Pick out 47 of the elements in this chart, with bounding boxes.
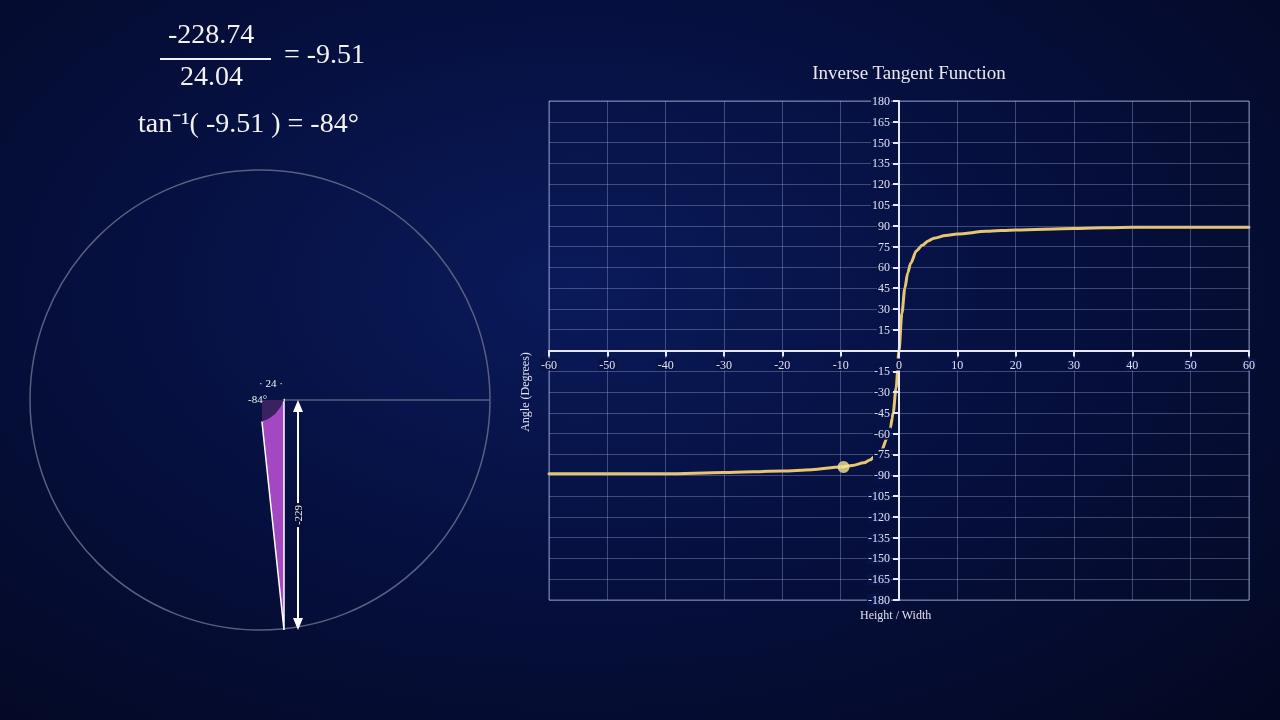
x-axis-title: Height / Width bbox=[860, 608, 932, 622]
x-tick-label: -10 bbox=[832, 357, 849, 372]
text: -228.74 bbox=[168, 18, 255, 50]
y-tick-label: 165 bbox=[872, 114, 890, 129]
y-tick-label: -75 bbox=[874, 447, 890, 462]
text: -84° bbox=[248, 393, 268, 405]
y-tick-label: -45 bbox=[874, 405, 890, 420]
y-axis-title: Angle (Degrees) bbox=[518, 352, 532, 432]
x-tick-label: -30 bbox=[716, 357, 732, 372]
y-tick-label: -135 bbox=[868, 530, 890, 545]
y-tick-label: 15 bbox=[878, 322, 890, 337]
text: 24.04 bbox=[180, 60, 243, 92]
y-tick-label: 105 bbox=[872, 197, 890, 212]
x-tick-label: -40 bbox=[657, 357, 674, 372]
x-tick-label: -50 bbox=[599, 357, 616, 372]
y-tick-label: -15 bbox=[874, 364, 890, 379]
text: tan⁻¹( -9.51 ) = -84° bbox=[138, 106, 359, 140]
text: = -9.51 bbox=[284, 38, 366, 70]
y-tick-label: -165 bbox=[868, 572, 890, 587]
y-tick-label: 150 bbox=[872, 135, 890, 150]
x-tick-label: 10 bbox=[951, 357, 964, 372]
chart-title: Inverse Tangent Function bbox=[812, 62, 1007, 83]
x-tick-label: 40 bbox=[1126, 357, 1139, 372]
y-tick-label: -180 bbox=[868, 593, 890, 607]
y-tick-label: -105 bbox=[868, 489, 890, 504]
y-tick-label: 75 bbox=[878, 239, 890, 254]
x-tick-label: 50 bbox=[1184, 357, 1197, 372]
y-tick-label: 135 bbox=[872, 156, 890, 171]
x-tick-label: -20 bbox=[774, 357, 791, 372]
x-tick-label: 0 bbox=[896, 357, 902, 372]
y-tick-label: 30 bbox=[878, 301, 890, 316]
y-tick-label: 120 bbox=[872, 177, 890, 192]
y-tick-label: 45 bbox=[878, 281, 890, 296]
y-tick-label: -150 bbox=[868, 551, 890, 566]
x-tick-label: -60 bbox=[541, 357, 557, 372]
x-tick-label: 20 bbox=[1009, 357, 1022, 372]
y-tick-label: -120 bbox=[868, 509, 890, 524]
x-tick-label: 30 bbox=[1068, 357, 1080, 372]
x-tick-label: 60 bbox=[1243, 357, 1255, 372]
y-tick-label: -90 bbox=[874, 468, 890, 483]
y-tick-label: 60 bbox=[878, 260, 890, 275]
y-tick-label: 180 bbox=[872, 94, 890, 108]
y-tick-label: 90 bbox=[878, 218, 890, 233]
y-tick-label: -30 bbox=[874, 385, 890, 400]
text: -229 bbox=[292, 502, 304, 528]
y-tick-label: -60 bbox=[874, 426, 890, 441]
text: · 24 · bbox=[259, 377, 283, 389]
